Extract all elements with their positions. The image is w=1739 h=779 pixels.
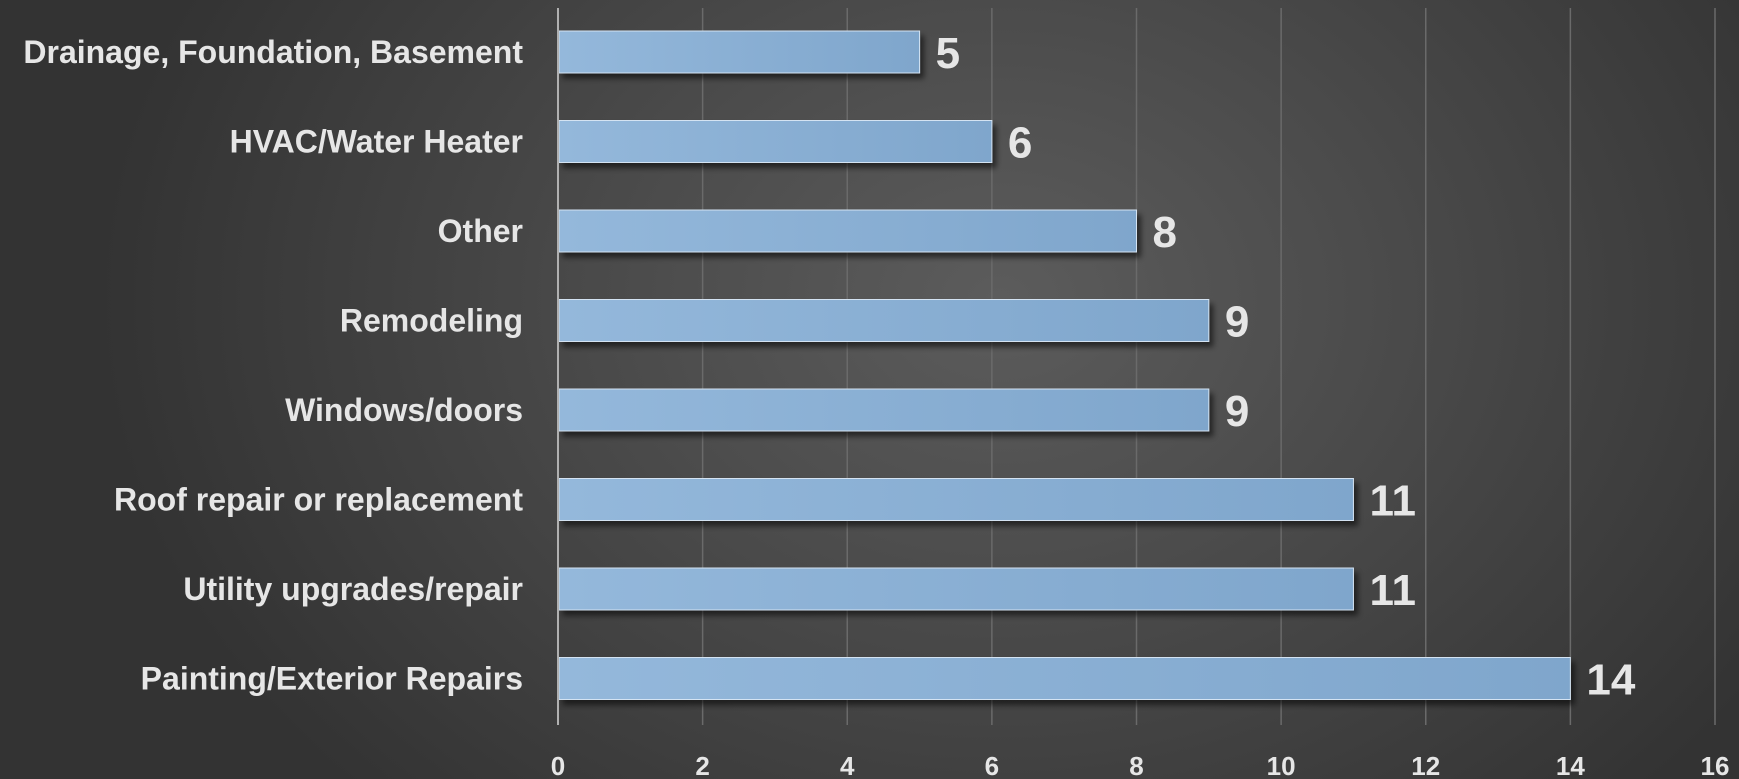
x-tick-label: 8 — [1129, 751, 1143, 779]
data-label: 11 — [1369, 566, 1416, 615]
axes: 0 2 4 6 8 10 12 14 16 Drainage, Foundation, Basem… — [23, 8, 1729, 779]
data-label: 8 — [1153, 208, 1177, 257]
category-label: Drainage, Foundation, Basement — [23, 34, 523, 70]
x-tick-label: 0 — [551, 751, 565, 779]
bar — [558, 657, 1571, 700]
category-label: Windows/doors — [285, 392, 523, 428]
gridlines — [701, 8, 1716, 725]
bar — [558, 388, 1210, 432]
x-tick-label: 16 — [1701, 751, 1730, 779]
category-label: Painting/Exterior Repairs — [141, 661, 523, 697]
bar — [558, 478, 1354, 521]
data-label: 9 — [1225, 387, 1249, 436]
bars — [558, 30, 1571, 700]
x-tick-label: 14 — [1556, 751, 1585, 779]
category-label: HVAC/Water Heater — [230, 124, 523, 160]
category-label: Remodeling — [340, 303, 523, 339]
bar — [558, 209, 1137, 253]
x-tick-label: 10 — [1267, 751, 1296, 779]
data-label: 14 — [1586, 656, 1635, 705]
data-label: 6 — [1008, 119, 1032, 168]
data-label: 9 — [1225, 298, 1249, 347]
x-tick-label: 6 — [985, 751, 999, 779]
x-tick-label: 4 — [840, 751, 855, 779]
data-label: 11 — [1369, 477, 1416, 526]
bar — [558, 30, 921, 74]
category-label: Other — [438, 213, 523, 249]
bar — [558, 299, 1210, 342]
x-tick-label: 2 — [695, 751, 709, 779]
bar — [558, 120, 993, 163]
category-label: Utility upgrades/repair — [183, 571, 523, 607]
category-label: Roof repair or replacement — [114, 482, 523, 518]
bar — [558, 567, 1354, 611]
data-label: 5 — [936, 29, 960, 78]
x-tick-label: 12 — [1411, 751, 1440, 779]
